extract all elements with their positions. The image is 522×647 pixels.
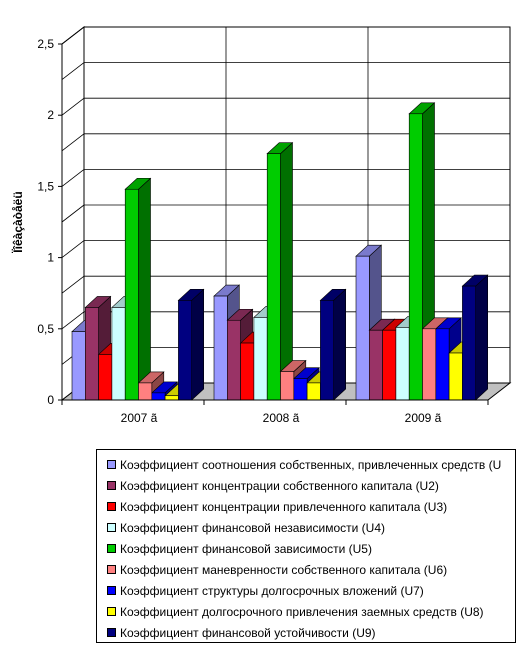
legend-swatch (107, 523, 116, 532)
bar (319, 288, 347, 401)
legend-swatch (107, 544, 116, 553)
x-tick-label: 2009 ã (405, 411, 442, 425)
legend-swatch (107, 586, 116, 595)
gridline (61, 311, 85, 330)
bar (266, 141, 294, 401)
bar-front (111, 307, 126, 401)
bar-front (98, 354, 113, 401)
bar-front (85, 307, 99, 401)
bar-front (71, 331, 86, 401)
legend-label: Коэффициент соотношения собственных, при… (120, 457, 502, 472)
y-tick-label: 2 (47, 108, 54, 122)
gridline (61, 26, 85, 45)
bar-side (475, 274, 489, 401)
y-axis: 0 0,5 1 1,5 2 2,5 (37, 37, 63, 407)
x-axis: 2007 ã 2008 ã 2009 ã (61, 399, 489, 425)
gridline (61, 275, 85, 294)
bar-front (178, 300, 192, 401)
bar-front (435, 328, 450, 401)
gridline (61, 97, 85, 116)
bar-front (253, 317, 268, 401)
y-tick-label: 0,5 (37, 322, 54, 336)
bar-front (382, 329, 397, 401)
gridline (61, 62, 85, 80)
legend-item: Коэффициент соотношения собственных, при… (107, 454, 501, 475)
bar-chart: 0 0,5 1 1,5 2 2,5 2007 ã 2008 ã 2009 ã Ïîêàçàòå… (10, 25, 512, 425)
bar-series (71, 102, 489, 401)
legend-label: Коэффициент концентрации собственного ка… (120, 478, 439, 493)
legend: Коэффициент соотношения собственных, при… (96, 449, 516, 643)
gridline (61, 240, 85, 258)
bar-side (280, 141, 293, 401)
legend-swatch (107, 460, 116, 469)
bar-front (355, 255, 370, 401)
bar-front (138, 382, 153, 401)
legend-item: Коэффициент долгосрочного привлечения за… (107, 601, 484, 622)
x-tick-label: 2008 ã (263, 411, 300, 425)
legend-swatch (107, 502, 116, 511)
legend-label: Коэффициент финансовой зависимости (U5) (120, 541, 372, 556)
legend-swatch (107, 565, 116, 574)
bar-front (293, 378, 308, 401)
bar (177, 288, 205, 401)
bar-front (408, 113, 423, 401)
bar-front (395, 327, 410, 401)
bar-front (124, 188, 139, 401)
bar-front (240, 342, 255, 401)
gridline (61, 133, 85, 152)
bar-front (462, 285, 476, 401)
legend-item: Коэффициент маневренности собственного к… (107, 559, 447, 580)
legend-item: Коэффициент финансовой устойчивости (U9) (107, 622, 376, 642)
legend-label: Коэффициент концентрации привлеченного к… (120, 499, 448, 514)
legend-item: Коэффициент концентрации собственного ка… (107, 475, 439, 496)
legend-swatch (107, 628, 116, 637)
legend-swatch (107, 481, 116, 490)
legend-item: Коэффициент финансовой зависимости (U5) (107, 538, 372, 559)
bar-side (333, 288, 347, 401)
legend-label: Коэффициент финансовой независимости (U4… (120, 520, 385, 535)
y-axis-title: Ïîêàçàòåëü (10, 191, 25, 253)
legend-item: Коэффициент концентрации привлеченного к… (107, 496, 447, 517)
legend-label: Коэффициент структуры долгосрочных вложе… (120, 583, 424, 598)
legend-item: Коэффициент финансовой независимости (U4… (107, 517, 385, 538)
bar-front (227, 319, 241, 401)
y-tick-label: 1,5 (37, 179, 54, 193)
y-tick-label: 1 (47, 251, 54, 265)
bar-side (191, 288, 204, 401)
bar-front (280, 371, 295, 401)
legend-swatch (107, 607, 116, 616)
legend-label: Коэффициент финансовой устойчивости (U9) (120, 625, 376, 640)
bar-front (422, 328, 437, 401)
bar (461, 274, 489, 401)
bar-front (320, 300, 334, 401)
bar-front (164, 395, 179, 401)
x-tick-label: 2007 ã (121, 411, 158, 425)
legend-label: Коэффициент долгосрочного привлечения за… (120, 604, 484, 619)
bar-front (306, 382, 321, 401)
bar-front (151, 392, 166, 401)
y-tick-label: 2,5 (37, 37, 54, 51)
legend-item: Коэффициент структуры долгосрочных вложе… (107, 580, 424, 601)
bar (124, 177, 152, 401)
gridline (61, 204, 85, 223)
gridline (61, 169, 85, 187)
bar-front (448, 352, 463, 401)
legend-label: Коэффициент маневренности собственного к… (120, 562, 448, 577)
y-tick-label: 0 (47, 393, 54, 407)
bar-front (368, 329, 383, 401)
bar-front (266, 153, 281, 401)
bar-front (213, 295, 228, 401)
bar-side (138, 177, 151, 401)
